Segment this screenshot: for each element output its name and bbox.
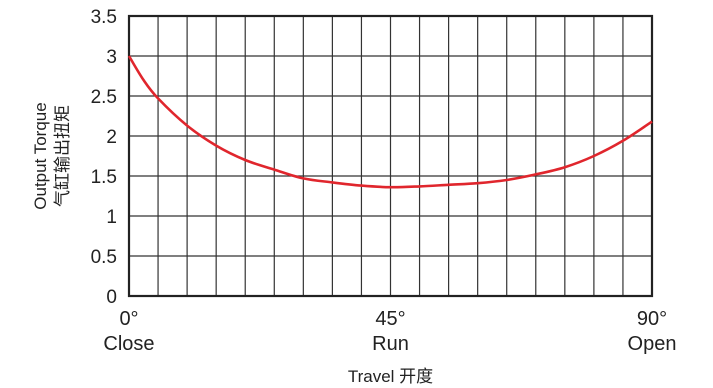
x-tick-labels: 0° Close 45° Run 90° Open — [103, 308, 676, 355]
y-tick-label: 2.5 — [91, 87, 117, 108]
x-tick-label: 90° — [637, 308, 667, 330]
y-tick-label: 0.5 — [91, 247, 117, 268]
torque-curve — [127, 55, 653, 189]
x-tick-sublabel: Close — [103, 333, 154, 355]
y-tick-label: 3 — [106, 47, 117, 68]
grid-layer — [128, 15, 653, 297]
y-tick-label: 2 — [106, 127, 117, 148]
y-axis-label-chinese: 气缸输出扭矩 — [52, 105, 72, 207]
x-tick-label: 0° — [119, 308, 138, 330]
y-axis-label-english: Output Torque — [31, 102, 50, 209]
y-axis-label: Output Torque 气缸输出扭矩 — [31, 102, 72, 209]
y-tick-label: 1.5 — [91, 167, 117, 188]
series-layer — [127, 55, 653, 189]
y-tick-labels: 0 0.5 1 1.5 2 2.5 3 3.5 — [91, 7, 117, 308]
x-tick-sublabel: Run — [372, 333, 409, 355]
y-tick-label: 1 — [106, 207, 117, 228]
x-tick-sublabel: Open — [628, 333, 677, 355]
y-tick-label: 0 — [106, 287, 117, 308]
y-tick-label: 3.5 — [91, 7, 117, 28]
plot-frame — [127, 14, 654, 298]
x-axis-label: Travel 开度 — [348, 367, 433, 386]
x-tick-label: 45° — [375, 308, 405, 330]
